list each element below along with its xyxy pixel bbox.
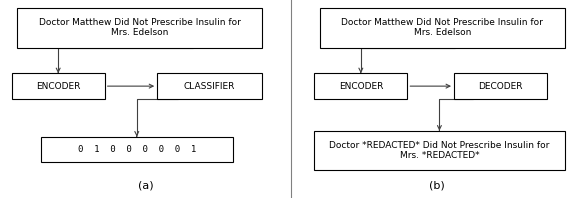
FancyBboxPatch shape <box>41 137 233 162</box>
Text: CLASSIFIER: CLASSIFIER <box>184 82 235 91</box>
Text: Doctor Matthew Did Not Prescribe Insulin for
Mrs. Edelson: Doctor Matthew Did Not Prescribe Insulin… <box>342 18 543 37</box>
Text: DECODER: DECODER <box>478 82 523 91</box>
FancyBboxPatch shape <box>320 8 565 48</box>
Text: Doctor Matthew Did Not Prescribe Insulin for
Mrs. Edelson: Doctor Matthew Did Not Prescribe Insulin… <box>39 18 240 37</box>
FancyBboxPatch shape <box>454 73 547 99</box>
FancyBboxPatch shape <box>12 73 105 99</box>
Text: ENCODER: ENCODER <box>36 82 80 91</box>
FancyBboxPatch shape <box>314 131 565 170</box>
FancyBboxPatch shape <box>157 73 262 99</box>
Text: Doctor *REDACTED* Did Not Prescribe Insulin for
Mrs. *REDACTED*: Doctor *REDACTED* Did Not Prescribe Insu… <box>329 141 549 160</box>
Text: 0  1  0  0  0  0  0  1: 0 1 0 0 0 0 0 1 <box>77 145 196 154</box>
Text: (b): (b) <box>428 180 445 190</box>
Text: ENCODER: ENCODER <box>339 82 383 91</box>
FancyBboxPatch shape <box>314 73 407 99</box>
FancyBboxPatch shape <box>17 8 262 48</box>
Text: (a): (a) <box>138 180 153 190</box>
